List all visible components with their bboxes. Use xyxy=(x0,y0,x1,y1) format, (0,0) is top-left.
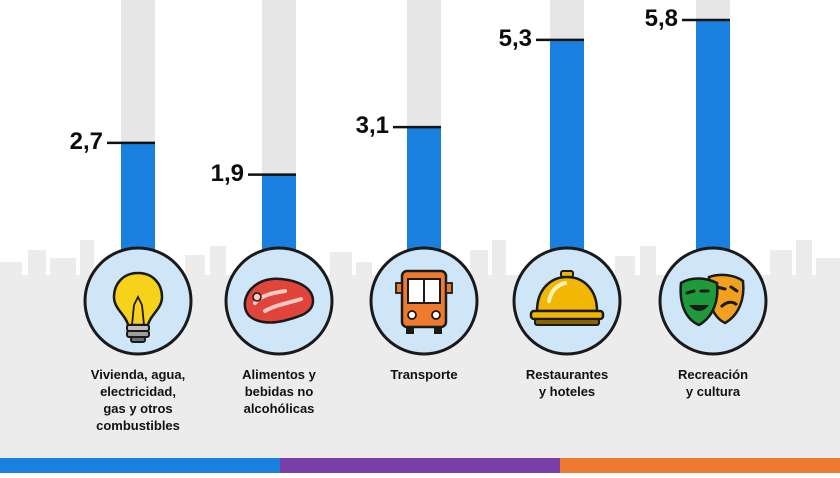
value-label: 5,3 xyxy=(498,24,532,52)
value-label: 5,8 xyxy=(644,5,678,32)
bottom-stripe-purple xyxy=(280,458,560,473)
bar xyxy=(262,174,296,250)
value-ticks xyxy=(107,18,730,176)
service-bell-icon xyxy=(512,246,622,356)
bottom-stripe-orange xyxy=(560,458,840,473)
category-label: Alimentos y bebidas no alcohólicas xyxy=(242,367,316,416)
bus-icon xyxy=(369,246,479,356)
category-label: Recreación y cultura xyxy=(677,367,749,399)
bar xyxy=(121,142,155,250)
bottom-stripe-blue xyxy=(0,458,280,473)
bar xyxy=(550,39,584,250)
bar xyxy=(696,20,730,250)
value-label: 1,9 xyxy=(210,159,244,187)
category-label: Restaurantes y hoteles xyxy=(525,367,609,399)
icon-circles xyxy=(83,246,768,356)
value-label: 2,7 xyxy=(69,127,103,155)
category-label: Vivienda, agua, electricidad, gas y otro… xyxy=(90,367,186,433)
bars xyxy=(121,20,730,250)
light-bulb-icon xyxy=(83,246,193,356)
category-label: Transporte xyxy=(390,367,458,382)
steak-icon xyxy=(224,246,334,356)
theater-masks-icon xyxy=(658,246,768,356)
value-label: 3,1 xyxy=(355,112,389,140)
bar xyxy=(407,127,441,250)
